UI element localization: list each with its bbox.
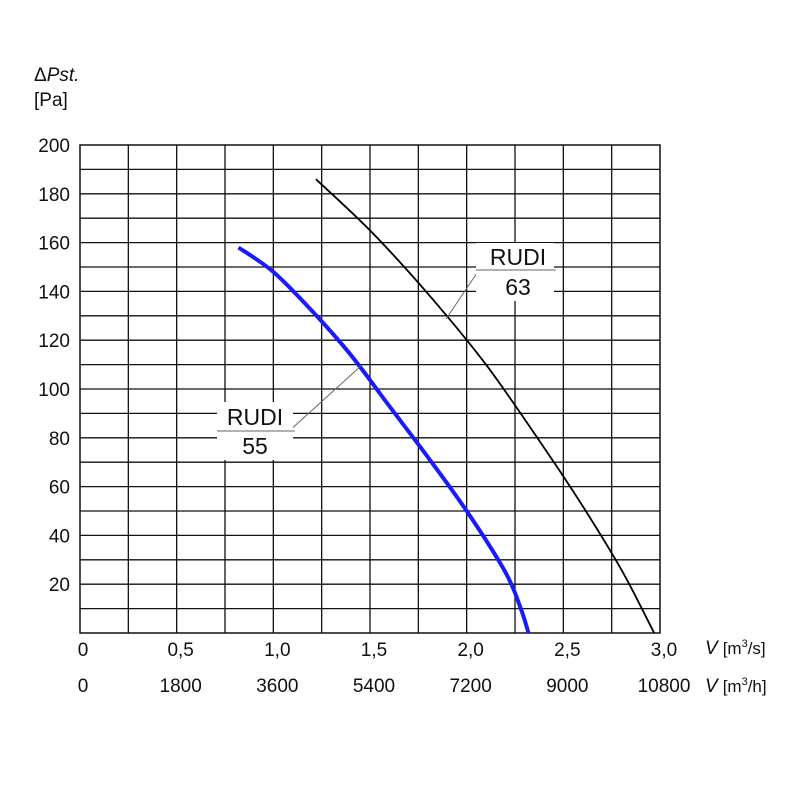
series-label-rudi-55-size: 55	[242, 433, 268, 459]
y-tick-label: 100	[38, 380, 70, 401]
x-tick-label-secondary: 1800	[160, 676, 202, 697]
y-tick-labels: 20 40 60 80 100 120 140 160 180 200	[38, 136, 70, 596]
x-axis-secondary-symbol: V	[705, 676, 720, 697]
y-tick-label: 40	[49, 526, 70, 547]
x-axis-primary-unit-sup: 3	[742, 638, 748, 650]
series-lines	[237, 178, 655, 634]
series-line-rudi-63	[315, 178, 655, 634]
series-label-rudi-55-name: RUDI	[227, 404, 283, 430]
x-axis-label-secondary: V [m3/h]	[705, 676, 767, 697]
leader-line-rudi-55	[287, 364, 363, 433]
y-axis-label: ΔPst.	[34, 65, 79, 86]
x-axis-secondary-unit-sup: 3	[742, 676, 748, 688]
x-tick-label-secondary: 9000	[546, 676, 588, 697]
x-axis-label-primary: V [m3/s]	[705, 638, 766, 659]
x-tick-label-primary: 3,0	[651, 640, 677, 661]
x-axis-primary-symbol: V	[705, 638, 720, 659]
series-line-rudi-55	[237, 245, 531, 634]
y-tick-label: 140	[38, 282, 70, 303]
plot-frame	[79, 144, 661, 634]
x-axis-secondary-unit-pre: [m	[723, 677, 742, 696]
y-tick-label: 160	[38, 234, 70, 255]
y-tick-label: 80	[49, 429, 70, 450]
y-tick-label: 200	[38, 136, 70, 157]
y-tick-label: 20	[49, 575, 70, 596]
x-axis-primary-unit-post: /s]	[748, 639, 766, 658]
x-tick-label-primary: 0	[78, 640, 89, 661]
grid	[79, 144, 661, 634]
y-tick-label: 60	[49, 478, 70, 499]
x-tick-label-primary: 0,5	[167, 640, 193, 661]
x-tick-label-secondary: 7200	[450, 676, 492, 697]
label-bg-rudi-63	[476, 243, 554, 301]
x-tick-label-secondary: 3600	[256, 676, 298, 697]
x-tick-label-primary: 2,0	[457, 640, 483, 661]
series-label-rudi-63-size: 63	[505, 274, 531, 300]
x-tick-label-secondary: 10800	[638, 676, 691, 697]
x-tick-label-secondary: 5400	[353, 676, 395, 697]
x-axis-primary-unit-pre: [m	[723, 639, 742, 658]
x-axis-secondary-unit-post: /h]	[748, 677, 767, 696]
x-tick-label-secondary: 0	[78, 676, 89, 697]
y-axis-delta: Δ	[34, 65, 47, 86]
series-label-rudi-63: RUDI 63	[445, 243, 556, 320]
x-tick-label-primary: 2,5	[554, 640, 580, 661]
series-label-rudi-55: RUDI 55	[217, 364, 363, 460]
y-tick-label: 180	[38, 185, 70, 206]
y-axis-name: Pst.	[47, 65, 80, 86]
y-axis-unit: [Pa]	[34, 90, 68, 111]
series-label-rudi-63-name: RUDI	[490, 244, 546, 270]
leader-line-rudi-63	[445, 269, 480, 320]
x-tick-label-primary: 1,5	[361, 640, 387, 661]
x-tick-labels: 0 0 0,5 1800 1,0 3600 1,5 5400 2,0 7200 2,5 9000 3,0…	[78, 640, 691, 697]
y-tick-label: 120	[38, 331, 70, 352]
x-tick-label-primary: 1,0	[264, 640, 290, 661]
